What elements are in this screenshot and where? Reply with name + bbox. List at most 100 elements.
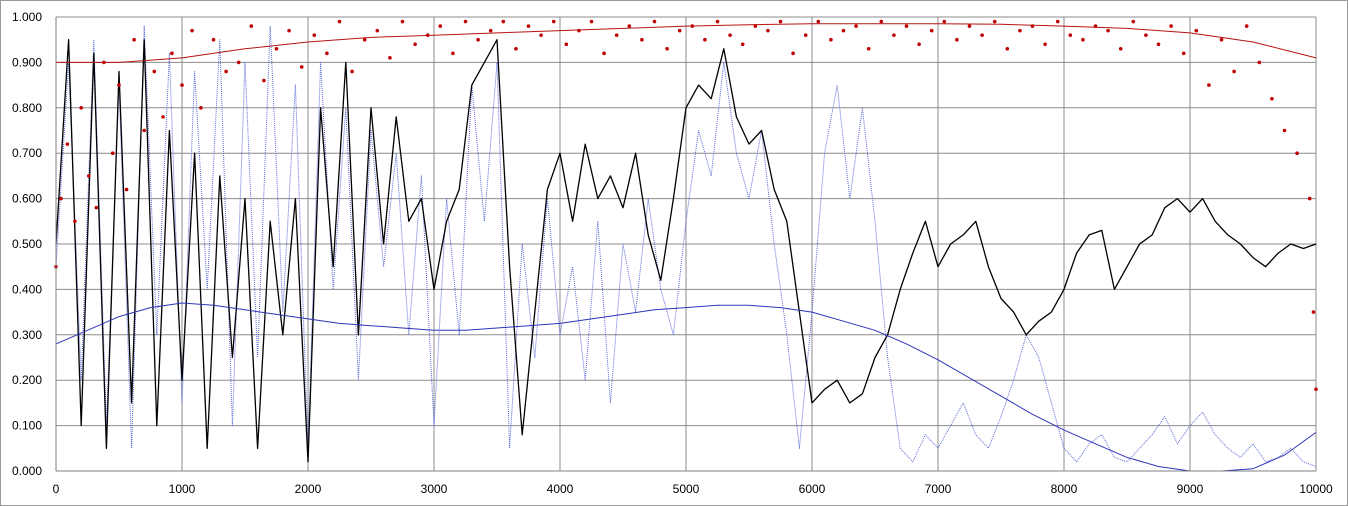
series-4-point: [589, 19, 594, 24]
series-4-point: [262, 78, 266, 83]
series-4-point: [1314, 387, 1318, 392]
y-tick-label: 1.000: [12, 10, 42, 24]
series-4-point: [879, 19, 884, 24]
series-4-point: [1270, 96, 1274, 101]
series-1-line: [55, 39, 1317, 463]
series-4-point: [463, 19, 468, 24]
series-0-line: [55, 25, 1317, 467]
x-tick-label: 9000: [1177, 482, 1204, 496]
y-tick-label: 0.700: [12, 146, 42, 160]
series-4-point: [1282, 128, 1287, 133]
series-4-point: [180, 83, 184, 87]
series-4-point: [438, 24, 443, 28]
x-tick-label: 6000: [799, 482, 826, 496]
series-4-point: [362, 37, 367, 42]
series-4-point: [791, 51, 795, 56]
series-4-point: [904, 24, 909, 28]
series-4-point: [1068, 33, 1073, 37]
y-tick-label: 0.900: [12, 55, 42, 69]
x-tick-label: 7000: [925, 482, 952, 496]
series-4-point: [400, 19, 405, 24]
series-4-point: [102, 60, 106, 65]
series-4-point: [778, 19, 783, 24]
series-4-point: [124, 187, 129, 192]
series-4-point: [980, 33, 984, 37]
series-4-point: [1055, 19, 1060, 24]
series-4-point: [325, 51, 329, 56]
series-4-point: [413, 42, 417, 47]
x-tick-labels: 0 1000 2000 3000 4000 5000 6000 7000 8000 9000 100…: [53, 482, 1333, 496]
x-tick-label: 2000: [295, 482, 322, 496]
x-tick-label: 3000: [421, 482, 448, 496]
series-4-point: [312, 33, 317, 37]
series-4-point: [1043, 42, 1047, 47]
y-tick-label: 0.200: [12, 373, 42, 387]
series-4-point: [170, 51, 174, 56]
series-4-point: [803, 33, 808, 37]
series-4-point: [110, 151, 115, 155]
series-4-point: [1030, 24, 1035, 28]
series-4-point: [65, 142, 70, 146]
series-4-point: [942, 19, 947, 24]
series-4-point: [1194, 28, 1199, 33]
series-4-point: [602, 51, 606, 56]
series-4-point: [161, 115, 165, 119]
series-4-point: [451, 51, 455, 56]
series-4-point: [728, 33, 732, 37]
axes: [55, 17, 1316, 472]
series-4-point: [740, 42, 745, 47]
series-4-point: [766, 28, 770, 33]
series-4-point: [211, 37, 216, 42]
series-4-point: [1295, 151, 1299, 155]
series-4-point: [1118, 46, 1123, 51]
series-4-point: [1106, 28, 1110, 33]
x-tick-label: 0: [53, 482, 60, 496]
y-tick-labels: 0.000 0.100 0.200 0.300 0.400 0.500 0.600 0.700…: [12, 10, 42, 478]
series-4-point: [488, 28, 493, 33]
series-4-point: [86, 174, 91, 178]
series-4-point: [514, 46, 518, 51]
series-4-point: [117, 83, 121, 87]
series-4-point: [1307, 196, 1312, 201]
series-4-point: [1005, 46, 1010, 51]
series-4-point: [892, 33, 896, 37]
series-4-point: [929, 28, 934, 33]
y-tick-label: 0.000: [12, 464, 42, 478]
series-4-point: [1207, 83, 1211, 87]
series-4-point: [152, 69, 157, 74]
series-4-point: [614, 33, 619, 37]
series-4-point: [1018, 28, 1022, 33]
series-4-point: [1244, 24, 1249, 28]
series-4-point: [1144, 33, 1148, 37]
series-4-point: [1181, 51, 1186, 56]
series-4-point: [703, 37, 707, 42]
series-4-point: [677, 28, 682, 33]
series-4-point: [816, 19, 821, 24]
x-tick-label: 1000: [169, 482, 196, 496]
x-tick-label: 8000: [1051, 482, 1078, 496]
series-4-point: [73, 219, 77, 224]
series-4-point: [274, 46, 279, 51]
series-4-point: [59, 196, 63, 201]
series-4-point: [841, 28, 846, 33]
series-4-point: [715, 19, 720, 24]
x-tick-label: 5000: [673, 482, 700, 496]
series-4-point: [249, 24, 254, 28]
series-4-point: [690, 24, 695, 28]
series-4-point: [1081, 37, 1085, 42]
series-4-point: [967, 24, 972, 28]
series-3-line: [56, 23, 1317, 63]
series-4-point: [94, 205, 99, 210]
series-2-line: [55, 302, 1317, 472]
series-4-point: [1169, 24, 1173, 28]
series-4-point: [1311, 310, 1316, 314]
series-4-point: [236, 60, 241, 65]
series-4-point: [955, 37, 959, 42]
series-4-point: [866, 46, 871, 51]
series-4-point: [627, 24, 632, 28]
x-tick-label: 10000: [1299, 482, 1333, 496]
y-tick-label: 0.800: [12, 101, 42, 115]
series-4-point: [501, 19, 506, 24]
